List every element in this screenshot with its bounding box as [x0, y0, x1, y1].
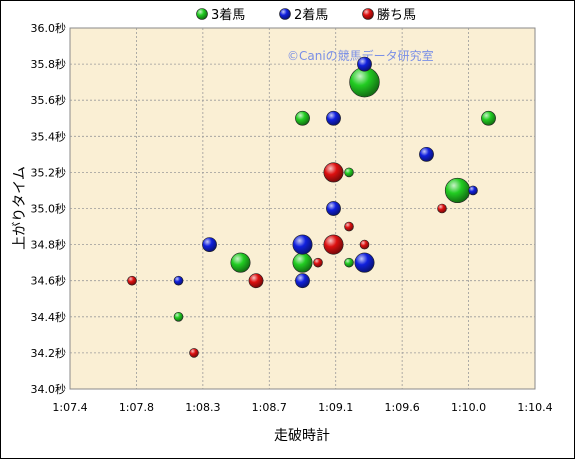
legend-marker — [362, 8, 374, 20]
data-point — [326, 201, 341, 216]
x-tick-label: 1:08.3 — [185, 401, 220, 414]
data-point — [248, 273, 264, 289]
legend-label: 2着馬 — [294, 7, 328, 23]
data-point — [323, 234, 344, 255]
legend-marker — [196, 8, 208, 20]
legend-marker — [279, 8, 291, 20]
data-point — [419, 146, 434, 162]
legend: 3着馬 2着馬 勝ち馬 — [196, 7, 416, 23]
data-point — [359, 239, 370, 250]
y-tick-label: 34.6秒 — [31, 274, 67, 288]
y-tick-labels: 34.0秒 34.2秒 34.4秒 34.6秒 34.8秒 35.0秒 35.2秒 35.4秒… — [31, 21, 67, 396]
y-tick-label: 35.2秒 — [31, 165, 67, 179]
x-tick-labels: 1:07.4 1:07.8 1:08.3 1:08.7 1:09.1 1:09.6 1:10… — [52, 401, 552, 414]
y-tick-label: 34.8秒 — [31, 238, 67, 252]
x-axis-title: 走破時計 — [274, 428, 330, 444]
x-tick-label: 1:09.6 — [385, 401, 420, 414]
data-point — [357, 56, 372, 72]
data-point — [468, 185, 478, 196]
data-point — [481, 110, 496, 126]
data-point — [295, 110, 310, 126]
y-axis-title: 上がりタイム — [12, 166, 28, 250]
data-point — [292, 234, 313, 255]
legend-label: 3着馬 — [211, 7, 245, 23]
data-point — [292, 252, 313, 273]
x-tick-label: 1:09.1 — [318, 401, 353, 414]
x-tick-label: 1:10.0 — [451, 401, 486, 414]
x-tick-label: 1:07.4 — [52, 401, 87, 414]
y-tick-label: 35.6秒 — [31, 93, 67, 107]
data-point — [295, 273, 310, 289]
data-points — [127, 56, 496, 358]
data-point — [189, 348, 199, 358]
watermark: ©Caniの競馬データ研究室 — [287, 48, 434, 63]
data-point — [127, 275, 137, 286]
x-tick-label: 1:08.7 — [252, 401, 287, 414]
data-point — [349, 66, 380, 98]
data-point — [344, 257, 354, 268]
legend-label: 勝ち馬 — [377, 8, 416, 23]
data-point — [202, 237, 217, 252]
data-point — [326, 110, 341, 126]
y-tick-label: 36.0秒 — [31, 21, 67, 35]
data-point — [354, 252, 375, 273]
data-point — [173, 275, 184, 286]
data-point — [437, 203, 447, 214]
x-tick-label: 1:10.4 — [517, 401, 552, 414]
y-tick-label: 35.0秒 — [31, 202, 67, 216]
y-tick-label: 35.4秒 — [31, 129, 67, 143]
data-point — [313, 257, 323, 268]
x-tick-label: 1:07.8 — [119, 401, 154, 414]
data-point — [230, 252, 251, 273]
data-point — [323, 162, 344, 183]
y-tick-label: 35.8秒 — [31, 57, 67, 71]
y-tick-label: 34.4秒 — [31, 310, 67, 324]
data-point — [444, 177, 471, 204]
y-tick-label: 34.2秒 — [31, 346, 67, 360]
y-tick-label: 34.0秒 — [31, 382, 67, 396]
data-point — [173, 311, 184, 322]
data-point — [344, 167, 354, 178]
data-point — [344, 221, 354, 232]
